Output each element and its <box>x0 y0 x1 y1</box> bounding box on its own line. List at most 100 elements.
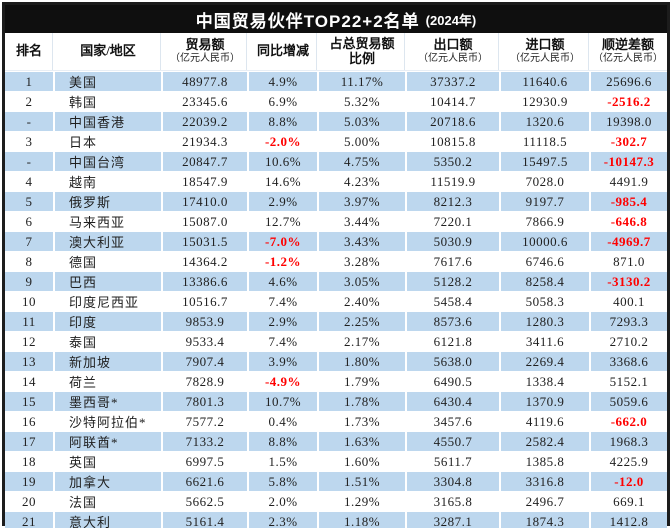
cell-rank: 12 <box>5 332 55 351</box>
table-row: 17 阿联酋* 7133.2 8.8% 1.63% 4550.7 2582.4 … <box>5 431 667 451</box>
cell-balance-value: 3368.6 <box>609 353 649 369</box>
cell-balance-value: 1412.8 <box>609 513 649 528</box>
cell-trade-share: 3.44% <box>319 212 407 231</box>
cell-trade-value: 5161.4 <box>163 512 249 528</box>
cell-yoy-change: 8.8% <box>249 112 319 131</box>
cell-import-value: 7028.0 <box>501 172 591 191</box>
cell-trade-share: 3.28% <box>319 252 407 271</box>
cell-trade-value: 6621.6 <box>163 472 249 491</box>
table-row: 9 巴西 13386.6 4.6% 3.05% 5128.2 8258.4 -3… <box>5 271 667 291</box>
cell-yoy-change: -7.0% <box>249 232 319 251</box>
cell-export-value: 20718.6 <box>407 112 501 131</box>
cell-yoy-change: 5.8% <box>249 472 319 491</box>
cell-rank: 5 <box>5 192 55 211</box>
cell-rank: 13 <box>5 352 55 371</box>
cell-country: 墨西哥* <box>55 392 163 411</box>
cell-trade-share: 4.23% <box>319 172 407 191</box>
cell-trade-share: 2.25% <box>319 312 407 331</box>
cell-trade-share: 1.60% <box>319 452 407 471</box>
cell-trade-value: 7133.2 <box>163 432 249 451</box>
cell-balance-value: -2516.2 <box>607 93 651 109</box>
table-row: - 中国香港 22039.2 8.8% 5.03% 20718.6 1320.6… <box>5 111 667 131</box>
cell-trade-value: 14364.2 <box>163 252 249 271</box>
cell-country: 印度尼西亚 <box>55 292 163 311</box>
column-header-yoy-change: 同比增减 <box>249 33 319 70</box>
cell-balance-value: -985.4 <box>610 193 648 209</box>
table-row: 19 加拿大 6621.6 5.8% 1.51% 3304.8 3316.8 -… <box>5 471 667 491</box>
table-row: 18 英国 6997.5 1.5% 1.60% 5611.7 1385.8 42… <box>5 451 667 471</box>
cell-rank: 19 <box>5 472 55 491</box>
cell-balance-value: 2710.2 <box>609 333 649 349</box>
cell-country: 美国 <box>55 72 163 91</box>
table-row: 14 荷兰 7828.9 -4.9% 1.79% 6490.5 1338.4 5… <box>5 371 667 391</box>
table-row: 16 沙特阿拉伯* 7577.2 0.4% 1.73% 3457.6 4119.… <box>5 411 667 431</box>
cell-import-value: 4119.6 <box>501 412 591 431</box>
cell-balance-value: -3130.2 <box>607 273 651 289</box>
cell-rank: - <box>5 112 55 131</box>
cell-balance-value: 4491.9 <box>609 173 649 189</box>
cell-balance-value: 1968.3 <box>609 433 649 449</box>
table-row: 21 意大利 5161.4 2.3% 1.18% 3287.1 1874.3 1… <box>5 511 667 528</box>
cell-trade-value: 20847.7 <box>163 152 249 171</box>
column-header-import-value: 进口额 （亿元人民币） <box>501 33 591 70</box>
cell-country: 沙特阿拉伯* <box>55 412 163 431</box>
cell-country: 越南 <box>55 172 163 191</box>
cell-yoy-change: 14.6% <box>249 172 319 191</box>
table-row: 8 德国 14364.2 -1.2% 3.28% 7617.6 6746.6 8… <box>5 251 667 271</box>
column-header-country: 国家/地区 <box>55 33 163 70</box>
cell-rank: 14 <box>5 372 55 391</box>
cell-export-value: 5350.2 <box>407 152 501 171</box>
cell-balance-value: 400.1 <box>613 293 645 309</box>
cell-yoy-change: 1.5% <box>249 452 319 471</box>
cell-trade-value: 13386.6 <box>163 272 249 291</box>
cell-import-value: 3316.8 <box>501 472 591 491</box>
cell-export-value: 5128.2 <box>407 272 501 291</box>
cell-rank: 1 <box>5 72 55 91</box>
cell-country: 日本 <box>55 132 163 151</box>
cell-import-value: 1280.3 <box>501 312 591 331</box>
cell-balance-value: 5059.6 <box>609 393 649 409</box>
cell-trade-share: 1.78% <box>319 392 407 411</box>
cell-country: 澳大利亚 <box>55 232 163 251</box>
cell-trade-share: 1.18% <box>319 512 407 528</box>
cell-trade-value: 48977.8 <box>163 72 249 91</box>
table-row: 2 韩国 23345.6 6.9% 5.32% 10414.7 12930.9 … <box>5 91 667 111</box>
cell-export-value: 6490.5 <box>407 372 501 391</box>
cell-yoy-change: 0.4% <box>249 412 319 431</box>
cell-trade-value: 7577.2 <box>163 412 249 431</box>
cell-export-value: 3304.8 <box>407 472 501 491</box>
cell-export-value: 8212.3 <box>407 192 501 211</box>
cell-country: 德国 <box>55 252 163 271</box>
table-header-row: 排名 国家/地区 贸易额 （亿元人民币） 同比增减 占总贸易额 比例 出口额 （… <box>5 33 667 71</box>
cell-trade-share: 1.80% <box>319 352 407 371</box>
cell-rank: - <box>5 152 55 171</box>
cell-yoy-change: 2.3% <box>249 512 319 528</box>
cell-country: 新加坡 <box>55 352 163 371</box>
cell-trade-share: 5.32% <box>319 92 407 111</box>
cell-trade-share: 5.00% <box>319 132 407 151</box>
cell-export-value: 5611.7 <box>407 452 501 471</box>
cell-import-value: 7866.9 <box>501 212 591 231</box>
cell-trade-share: 1.51% <box>319 472 407 491</box>
cell-trade-value: 5662.5 <box>163 492 249 511</box>
table-title-bar: 中国贸易伙伴TOP22+2名单 (2024年) <box>5 5 667 33</box>
table-row: 20 法国 5662.5 2.0% 1.29% 3165.8 2496.7 66… <box>5 491 667 511</box>
table-row: 5 俄罗斯 17410.0 2.9% 3.97% 8212.3 9197.7 -… <box>5 191 667 211</box>
cell-yoy-change: 12.7% <box>249 212 319 231</box>
table-row: 11 印度 9853.9 2.9% 2.25% 8573.6 1280.3 72… <box>5 311 667 331</box>
cell-export-value: 3165.8 <box>407 492 501 511</box>
cell-export-value: 3457.6 <box>407 412 501 431</box>
cell-export-value: 5458.4 <box>407 292 501 311</box>
cell-trade-share: 3.97% <box>319 192 407 211</box>
cell-export-value: 37337.2 <box>407 72 501 91</box>
cell-trade-share: 1.79% <box>319 372 407 391</box>
cell-country: 印度 <box>55 312 163 331</box>
cell-yoy-change: 10.6% <box>249 152 319 171</box>
cell-trade-value: 23345.6 <box>163 92 249 111</box>
cell-rank: 3 <box>5 132 55 151</box>
cell-trade-value: 10516.7 <box>163 292 249 311</box>
cell-import-value: 1338.4 <box>501 372 591 391</box>
cell-trade-value: 15087.0 <box>163 212 249 231</box>
